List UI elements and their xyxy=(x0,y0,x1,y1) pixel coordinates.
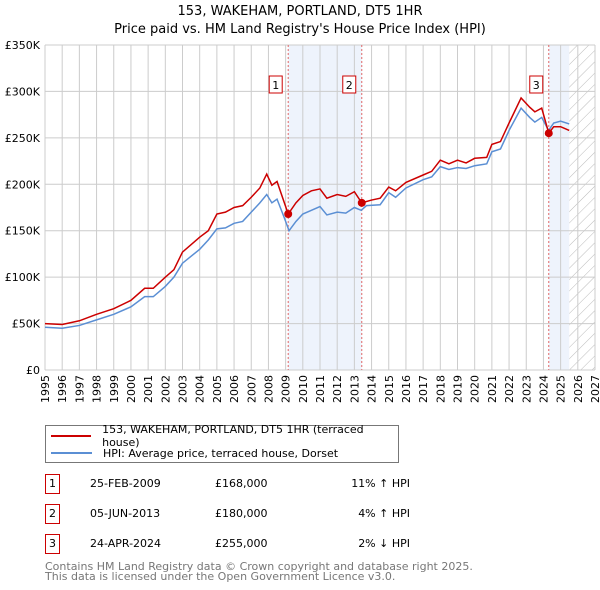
x-tick-label: 2020 xyxy=(469,375,482,403)
legend-label: 153, WAKEHAM, PORTLAND, DT5 1HR (terrace… xyxy=(102,423,364,449)
sale-label: 3 xyxy=(533,79,540,92)
sale-date: 24-APR-2024 xyxy=(90,537,162,550)
sale-label-box xyxy=(342,75,357,94)
shaded-period xyxy=(288,45,362,370)
legend-swatch xyxy=(51,452,92,454)
x-tick-label: 2002 xyxy=(159,375,172,403)
x-tick-label: 2024 xyxy=(537,375,550,403)
y-tick-label: £150K xyxy=(5,225,41,238)
sale-label-box xyxy=(268,75,283,94)
sale-hpi-diff: 2% ↓ HPI xyxy=(358,537,410,550)
y-tick-label: £350K xyxy=(5,39,41,52)
y-tick-label: £200K xyxy=(5,178,41,191)
sale-price: £168,000 xyxy=(215,477,268,490)
sale-marker-number: 2 xyxy=(45,504,60,524)
sale-hpi-diff: 11% ↑ HPI xyxy=(351,477,410,490)
chart-title: 153, WAKEHAM, PORTLAND, DT5 1HR xyxy=(177,4,423,19)
sale-point xyxy=(284,210,293,218)
x-tick-label: 2007 xyxy=(245,375,258,403)
x-tick-label: 1997 xyxy=(73,375,86,403)
sale-label: 1 xyxy=(272,79,279,92)
chart-subtitle: Price paid vs. HM Land Registry's House … xyxy=(114,22,486,37)
footer-line-2: This data is licensed under the Open Gov… xyxy=(45,570,396,583)
footer-line-1: Contains HM Land Registry data © Crown c… xyxy=(45,560,473,573)
sale-hpi-diff: 4% ↑ HPI xyxy=(358,507,410,520)
x-tick-label: 2012 xyxy=(331,375,344,403)
sale-marker-number: 3 xyxy=(45,534,60,554)
x-tick-label: 2017 xyxy=(417,375,430,403)
x-tick-label: 1998 xyxy=(91,375,104,403)
plot-area: 1995 1996 1997 1998 1999 2000 2001 2002 2003 2004… xyxy=(5,39,600,403)
forecast-hatch xyxy=(569,45,595,370)
x-tick-label: 2010 xyxy=(297,375,310,403)
x-tick-label: 2026 xyxy=(572,375,585,403)
sale-row: 3 24-APR-2024 £255,000 2% ↓ HPI xyxy=(45,534,465,554)
sale-date: 05-JUN-2013 xyxy=(90,507,161,520)
x-tick-label: 2006 xyxy=(228,375,241,403)
sale-point xyxy=(544,129,553,138)
y-tick-label: £300K xyxy=(5,85,41,98)
sale-point xyxy=(357,198,366,207)
y-tick-label: £100K xyxy=(5,271,41,284)
legend-item-hpi: HPI: Average price, terraced house, Dors… xyxy=(46,445,338,461)
y-tick-label: £250K xyxy=(5,132,41,145)
x-tick-label: 1996 xyxy=(56,375,69,403)
series-line-property xyxy=(44,96,570,326)
x-tick-label: 2018 xyxy=(434,375,447,403)
sale-marker-number: 1 xyxy=(45,474,60,494)
x-tick-label: 2005 xyxy=(211,375,224,403)
sale-price: £255,000 xyxy=(215,537,268,550)
x-tick-label: 1999 xyxy=(108,375,121,403)
x-tick-label: 2025 xyxy=(555,375,568,403)
sale-row: 1 25-FEB-2009 £168,000 11% ↑ HPI xyxy=(45,474,465,494)
x-tick-label: 2027 xyxy=(589,375,600,403)
x-tick-label: 2021 xyxy=(486,375,499,403)
x-tick-label: 1995 xyxy=(39,375,52,403)
sale-date: 25-FEB-2009 xyxy=(90,477,161,490)
x-tick-label: 2019 xyxy=(452,375,465,403)
y-tick-label: £50K xyxy=(12,318,41,331)
x-tick-label: 2008 xyxy=(262,375,275,403)
legend-label: HPI: Average price, terraced house, Dors… xyxy=(103,446,339,460)
sale-price: £180,000 xyxy=(215,507,268,520)
legend-swatch xyxy=(51,435,92,437)
shaded-period xyxy=(548,45,570,370)
x-tick-label: 2016 xyxy=(400,375,413,403)
x-tick-label: 2023 xyxy=(520,375,533,403)
x-tick-label: 2009 xyxy=(280,375,293,403)
x-tick-label: 2013 xyxy=(348,375,361,403)
sale-row: 2 05-JUN-2013 £180,000 4% ↑ HPI xyxy=(45,504,465,524)
x-tick-label: 2001 xyxy=(142,375,155,403)
x-tick-label: 2004 xyxy=(194,375,207,403)
legend: 153, WAKEHAM, PORTLAND, DT5 1HR (terrace… xyxy=(45,423,399,463)
sale-label-box xyxy=(529,75,544,94)
x-tick-label: 2003 xyxy=(177,375,190,403)
sale-label: 2 xyxy=(346,79,353,92)
series-line-hpi xyxy=(44,106,570,329)
x-tick-label: 2015 xyxy=(383,375,396,403)
y-tick-label: £0 xyxy=(26,364,40,377)
x-tick-label: 2022 xyxy=(503,375,516,403)
legend-item-property: 153, WAKEHAM, PORTLAND, DT5 1HR (terrace… xyxy=(46,423,398,449)
x-tick-label: 2000 xyxy=(125,375,138,403)
x-tick-label: 2014 xyxy=(366,375,379,403)
x-tick-label: 2011 xyxy=(314,375,327,403)
